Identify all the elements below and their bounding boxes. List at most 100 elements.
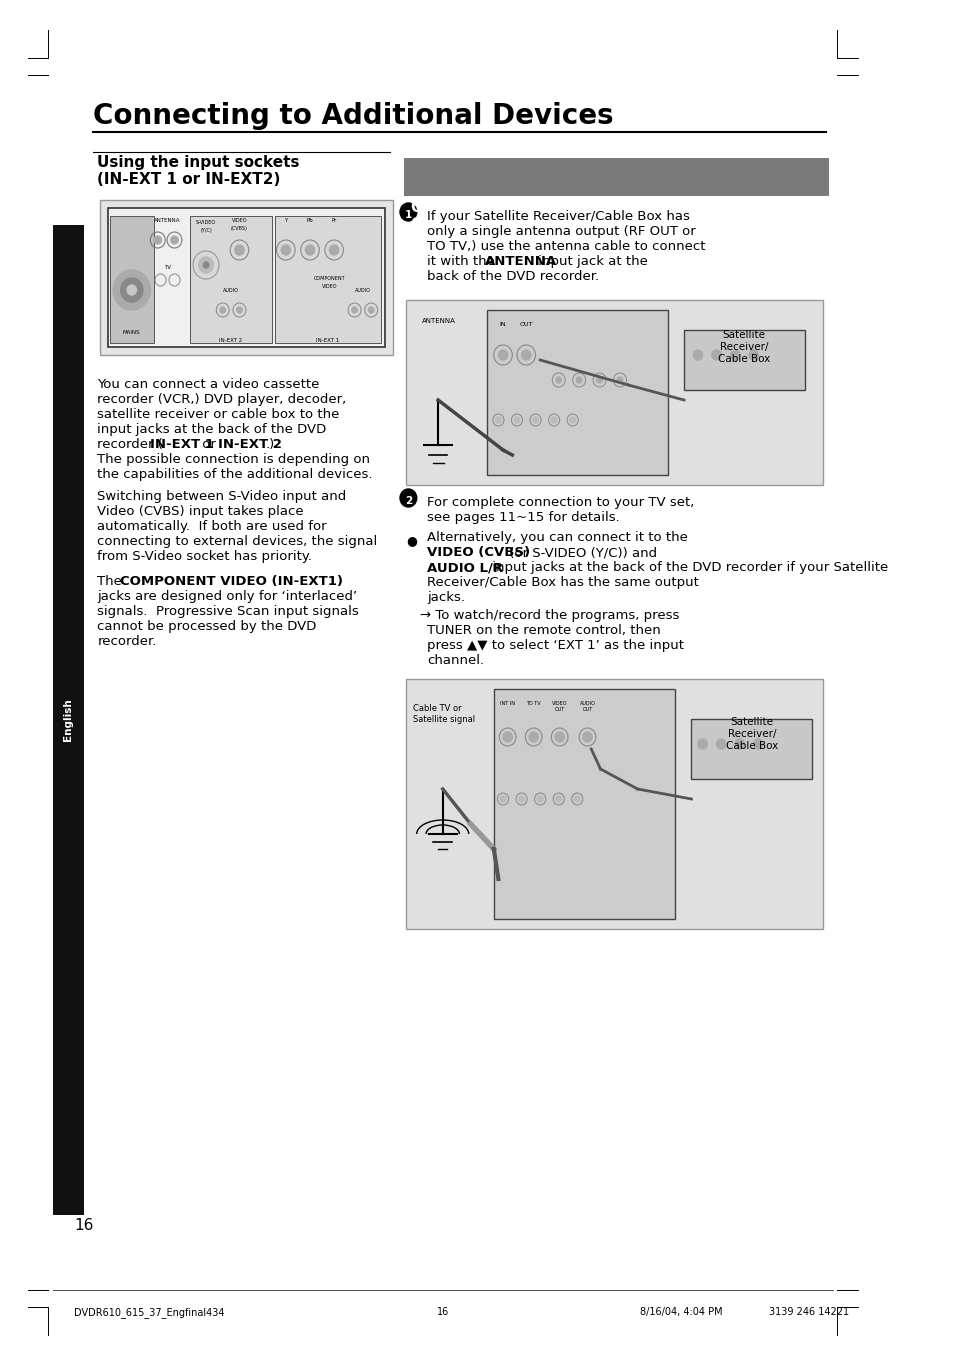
- Circle shape: [171, 236, 178, 244]
- Text: Pr: Pr: [331, 218, 336, 222]
- Text: connecting to external devices, the signal: connecting to external devices, the sign…: [97, 535, 377, 547]
- Text: MAINS: MAINS: [123, 330, 140, 334]
- Circle shape: [574, 796, 579, 803]
- Circle shape: [521, 349, 530, 360]
- Circle shape: [698, 738, 706, 749]
- Text: 8/16/04, 4:04 PM: 8/16/04, 4:04 PM: [639, 1308, 722, 1317]
- Text: jacks are designed only for ‘interlaced’: jacks are designed only for ‘interlaced’: [97, 590, 357, 603]
- Text: Switching between S-Video input and: Switching between S-Video input and: [97, 490, 346, 502]
- Bar: [110, 216, 154, 343]
- Text: Receiver/Cable Box has the same output: Receiver/Cable Box has the same output: [427, 576, 699, 590]
- Text: satellite receiver or cable box to the: satellite receiver or cable box to the: [97, 408, 339, 420]
- Circle shape: [569, 416, 575, 423]
- Circle shape: [399, 203, 416, 221]
- Bar: [494, 689, 674, 919]
- Text: (Y/C): (Y/C): [200, 228, 212, 233]
- Text: input jack at the: input jack at the: [533, 255, 647, 268]
- Circle shape: [368, 307, 374, 313]
- Bar: [487, 310, 667, 475]
- Circle shape: [113, 270, 151, 310]
- Text: Using the input sockets: Using the input sockets: [97, 156, 299, 171]
- Circle shape: [576, 377, 581, 384]
- Circle shape: [735, 738, 743, 749]
- Circle shape: [502, 732, 512, 743]
- Bar: [190, 216, 272, 343]
- Bar: [405, 300, 822, 485]
- Text: VIDEO: VIDEO: [232, 218, 247, 222]
- Text: → To watch/record the programs, press: → To watch/record the programs, press: [419, 609, 679, 622]
- Text: OUT: OUT: [519, 322, 533, 328]
- Circle shape: [582, 732, 592, 743]
- Text: INT IN: INT IN: [499, 702, 515, 706]
- Text: Pb: Pb: [306, 218, 313, 222]
- Circle shape: [198, 257, 213, 273]
- Text: TV: TV: [163, 265, 171, 270]
- Circle shape: [597, 377, 601, 384]
- Text: recorder.: recorder.: [97, 635, 156, 648]
- Circle shape: [236, 307, 242, 313]
- Text: IN-EXT 1: IN-EXT 1: [151, 438, 214, 450]
- Circle shape: [537, 796, 542, 803]
- Text: IN-EXT 1: IN-EXT 1: [315, 339, 339, 343]
- Text: it with the: it with the: [427, 255, 498, 268]
- Bar: [405, 678, 822, 930]
- Text: For complete connection to your TV set,: For complete connection to your TV set,: [427, 495, 694, 509]
- Text: channel.: channel.: [427, 654, 483, 667]
- Circle shape: [532, 416, 537, 423]
- Text: Satellite signal: Satellite signal: [413, 715, 475, 723]
- Text: You can connect a video cassette: You can connect a video cassette: [97, 378, 319, 390]
- Text: ANTENNA: ANTENNA: [422, 318, 456, 324]
- Text: 16: 16: [74, 1218, 93, 1233]
- Circle shape: [555, 732, 564, 743]
- Circle shape: [329, 244, 338, 255]
- Text: If your Satellite Receiver/Cable Box has: If your Satellite Receiver/Cable Box has: [427, 210, 689, 222]
- Text: see pages 11~15 for details.: see pages 11~15 for details.: [427, 511, 619, 524]
- Text: Receiver/: Receiver/: [720, 343, 768, 352]
- Circle shape: [234, 244, 244, 255]
- Text: TUNER on the remote control, then: TUNER on the remote control, then: [427, 624, 660, 637]
- Text: input jacks at the back of the DVD recorder if your Satellite: input jacks at the back of the DVD recor…: [488, 561, 887, 575]
- Circle shape: [514, 416, 519, 423]
- Text: press ▲▼ to select ‘EXT 1’ as the input: press ▲▼ to select ‘EXT 1’ as the input: [427, 639, 683, 652]
- Text: 16: 16: [436, 1308, 448, 1317]
- Text: Alternatively, you can connect it to the: Alternatively, you can connect it to the: [427, 531, 687, 545]
- Text: 2: 2: [404, 495, 412, 506]
- Text: AUDIO L/R: AUDIO L/R: [427, 561, 502, 575]
- Text: from S-Video socket has priority.: from S-Video socket has priority.: [97, 550, 313, 562]
- Text: Cable Box: Cable Box: [725, 741, 777, 751]
- Text: Video (CVBS) input takes place: Video (CVBS) input takes place: [97, 505, 304, 517]
- Text: COMPONENT VIDEO (IN-EXT1): COMPONENT VIDEO (IN-EXT1): [120, 575, 342, 588]
- Text: The: The: [97, 575, 127, 588]
- Bar: [683, 330, 804, 390]
- Text: The possible connection is depending on: The possible connection is depending on: [97, 453, 370, 465]
- Circle shape: [120, 278, 143, 302]
- Text: Connecting a Satellite Receiver/: Connecting a Satellite Receiver/: [411, 201, 676, 216]
- Circle shape: [716, 738, 725, 749]
- Text: Cable Box: Cable Box: [411, 217, 493, 232]
- Text: AUDIO: AUDIO: [355, 288, 371, 293]
- Text: Cable TV or: Cable TV or: [413, 704, 461, 713]
- Text: ANTENNA: ANTENNA: [485, 255, 557, 268]
- Text: signals.  Progressive Scan input signals: signals. Progressive Scan input signals: [97, 605, 359, 618]
- Circle shape: [399, 489, 416, 506]
- Circle shape: [551, 416, 557, 423]
- Text: only a single antenna output (RF OUT or: only a single antenna output (RF OUT or: [427, 225, 695, 238]
- Circle shape: [496, 416, 500, 423]
- Text: IN-EXT 2: IN-EXT 2: [218, 438, 282, 450]
- Bar: [691, 719, 811, 779]
- Text: 3139 246 14221: 3139 246 14221: [768, 1308, 848, 1317]
- Circle shape: [693, 349, 701, 360]
- Text: English: English: [63, 699, 72, 741]
- Circle shape: [305, 244, 314, 255]
- Text: automatically.  If both are used for: automatically. If both are used for: [97, 520, 327, 532]
- Text: ANTENNA: ANTENNA: [153, 218, 180, 222]
- Circle shape: [748, 349, 758, 360]
- Bar: [108, 207, 385, 347]
- Circle shape: [730, 349, 739, 360]
- Text: AUDIO: AUDIO: [223, 288, 239, 293]
- Circle shape: [711, 349, 720, 360]
- Text: input jacks at the back of the DVD: input jacks at the back of the DVD: [97, 423, 326, 435]
- Text: cannot be processed by the DVD: cannot be processed by the DVD: [97, 620, 316, 633]
- Text: VIDEO: VIDEO: [321, 284, 337, 289]
- Circle shape: [203, 262, 209, 268]
